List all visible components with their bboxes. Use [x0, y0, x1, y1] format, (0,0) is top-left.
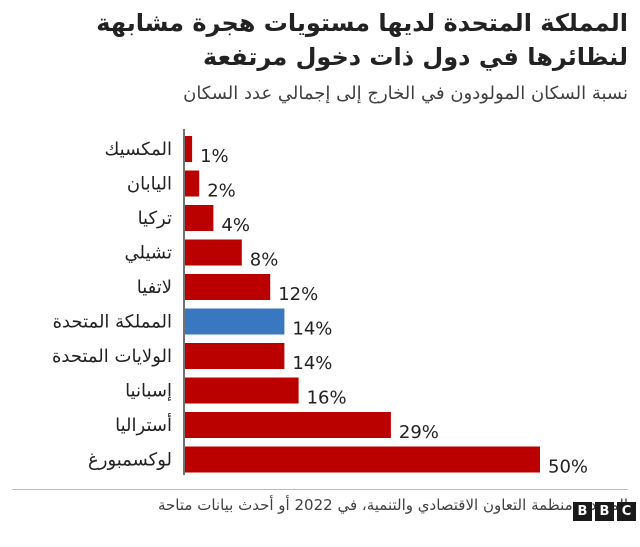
- category-label: لاتفيا: [137, 277, 172, 298]
- category-label: تشيلي: [125, 243, 172, 264]
- value-label: 2%: [207, 181, 236, 202]
- category-label: الولايات المتحدة: [52, 346, 172, 367]
- bar: [185, 343, 285, 369]
- bar: [185, 170, 200, 197]
- bbc-logo: B B C: [573, 502, 636, 521]
- bbc-logo-letter: B: [595, 502, 614, 521]
- value-label: 50%: [548, 457, 588, 478]
- value-label: 4%: [221, 215, 250, 236]
- value-label: 12%: [278, 284, 318, 305]
- bar: [185, 239, 242, 266]
- category-label: تركيا: [138, 208, 172, 229]
- bar: [185, 205, 214, 231]
- value-label: 1%: [200, 146, 229, 167]
- bar: [185, 377, 299, 404]
- value-label: 16%: [307, 388, 347, 409]
- bbc-logo-letter: C: [617, 502, 636, 521]
- bar: [185, 446, 540, 473]
- value-label: 14%: [292, 319, 332, 340]
- value-label: 29%: [399, 422, 439, 443]
- chart-subtitle: نسبة السكان المولودون في الخارج إلى إجما…: [183, 83, 628, 104]
- bar: [185, 136, 193, 162]
- value-label: 14%: [292, 353, 332, 374]
- category-label: إسبانيا: [125, 381, 172, 402]
- category-label: المكسيك: [105, 139, 173, 160]
- bar: [185, 412, 391, 438]
- category-label: المملكة المتحدة: [53, 312, 172, 333]
- bar: [185, 274, 271, 300]
- footer-divider: [12, 489, 628, 490]
- source-note: المصدر: منظمة التعاون الاقتصادي والتنمية…: [157, 496, 628, 514]
- category-label: اليابان: [127, 174, 172, 195]
- value-label: 8%: [250, 250, 279, 271]
- bar-chart: المكسيك 1% اليابان 2% تركيا 4% تشيلي 8% لاتفيا 12…: [52, 129, 588, 478]
- bar: [185, 308, 285, 335]
- bbc-logo-letter: B: [573, 502, 592, 521]
- category-label: لوكسمبورغ: [88, 450, 172, 471]
- chart-title: المملكة المتحدة لديها مستويات هجرة مشابه…: [96, 9, 628, 71]
- category-label: أستراليا: [115, 413, 172, 436]
